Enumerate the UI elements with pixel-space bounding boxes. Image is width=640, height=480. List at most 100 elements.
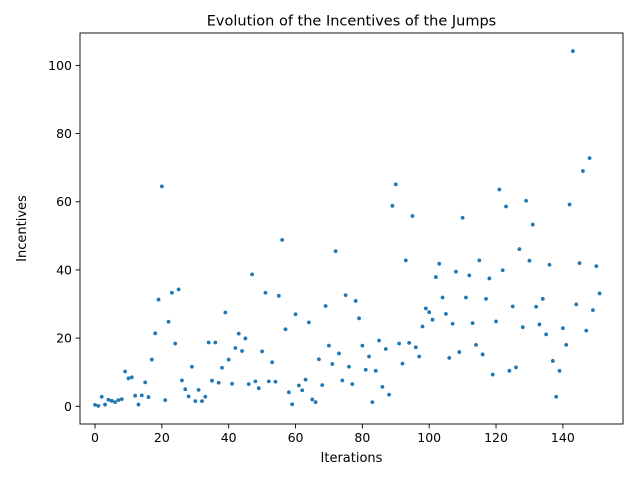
data-point (393, 182, 398, 187)
data-point (373, 368, 378, 373)
plot-frame (79, 32, 624, 425)
data-point (280, 238, 285, 242)
data-point (470, 321, 475, 325)
data-point (196, 388, 201, 392)
data-point (226, 357, 231, 362)
data-point (377, 338, 381, 343)
data-point (550, 359, 555, 363)
data-point (474, 343, 478, 347)
x-tick-label: 100 (417, 430, 441, 445)
data-point (540, 296, 545, 301)
data-point (213, 340, 218, 345)
data-point (240, 349, 244, 353)
data-point (106, 397, 111, 402)
data-point (520, 325, 525, 330)
y-tick-label: 100 (48, 58, 72, 73)
y-tick-label: 0 (64, 399, 72, 414)
data-point (450, 321, 455, 326)
data-point (544, 332, 549, 337)
data-point (400, 361, 405, 366)
data-point (581, 169, 585, 173)
data-point (367, 354, 371, 359)
data-point (123, 369, 128, 374)
data-point (480, 352, 485, 357)
data-point (109, 398, 114, 403)
data-point (310, 397, 315, 402)
x-tick-label: 120 (484, 430, 508, 445)
data-point (273, 379, 278, 384)
data-point (293, 312, 298, 317)
x-axis-ticks: 0 20 40 60 80 100 120 140 (91, 424, 575, 445)
data-point (330, 362, 335, 366)
data-point (467, 273, 472, 278)
data-point (99, 394, 104, 399)
data-point (487, 276, 492, 281)
data-point (206, 340, 211, 345)
data-point (460, 215, 465, 220)
data-point (560, 326, 565, 331)
data-point (186, 394, 191, 399)
data-point (156, 297, 161, 302)
data-point (504, 204, 508, 209)
y-axis-ticks: 0 20 40 60 80 100 (48, 58, 80, 414)
data-point (570, 49, 575, 53)
plot-area-background (80, 33, 623, 424)
data-point (246, 382, 251, 387)
data-point (290, 402, 295, 407)
data-point (323, 304, 328, 308)
data-point (403, 258, 408, 263)
data-point (417, 354, 422, 359)
data-point (303, 377, 308, 382)
data-point (577, 261, 582, 265)
data-point (534, 304, 539, 309)
y-tick-label: 60 (56, 194, 72, 209)
y-tick-label: 80 (56, 126, 72, 141)
x-tick-label: 40 (221, 430, 237, 445)
data-point (537, 322, 542, 327)
data-point (444, 311, 448, 316)
data-point (180, 378, 184, 383)
data-point (494, 319, 498, 324)
data-point (260, 349, 265, 354)
x-tick-label: 80 (354, 430, 370, 445)
data-point (113, 400, 117, 405)
x-axis-label: Iterations (321, 451, 383, 466)
data-point (423, 306, 428, 311)
data-point (420, 324, 425, 329)
data-point (337, 351, 341, 356)
data-point (397, 341, 402, 346)
data-point (484, 296, 488, 301)
data-point (440, 295, 445, 300)
data-point (133, 393, 138, 398)
data-point (564, 343, 569, 347)
data-point (233, 346, 238, 350)
x-tick-label: 140 (551, 430, 575, 445)
data-point (153, 331, 158, 336)
data-point (433, 275, 438, 279)
data-point (253, 379, 258, 384)
data-point (567, 202, 572, 207)
data-point (203, 394, 208, 399)
data-point (230, 381, 234, 386)
data-point (96, 404, 101, 408)
data-point (413, 345, 418, 350)
data-point (353, 299, 358, 303)
data-point (333, 249, 338, 254)
data-point (159, 184, 164, 189)
data-point (283, 327, 288, 332)
data-point (357, 316, 361, 321)
data-point (437, 261, 442, 266)
data-point (383, 347, 388, 351)
data-point (320, 383, 325, 388)
data-point (126, 376, 131, 381)
data-point (514, 365, 518, 370)
data-point (507, 368, 512, 373)
data-point (250, 272, 254, 277)
data-point (296, 383, 301, 388)
data-point (93, 403, 97, 407)
data-point (266, 379, 271, 384)
data-point (510, 304, 515, 309)
y-tick-label: 20 (56, 331, 72, 346)
data-point (557, 368, 562, 373)
